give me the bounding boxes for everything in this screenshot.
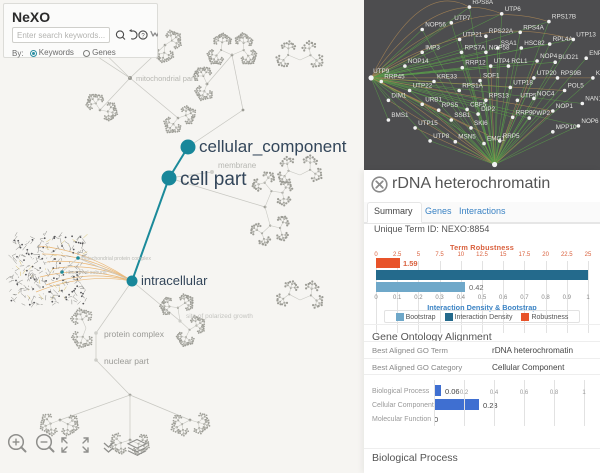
svg-text:NOC4: NOC4 (537, 90, 555, 97)
svg-text:UTP15: UTP15 (418, 120, 438, 127)
svg-text:NOP4: NOP4 (540, 53, 558, 60)
svg-text:NOP56: NOP56 (425, 22, 446, 29)
svg-text:DIP2: DIP2 (481, 106, 495, 113)
svg-text:SOF1: SOF1 (483, 73, 500, 80)
svg-text:RPS8A: RPS8A (472, 0, 493, 6)
svg-text:PWP2: PWP2 (532, 110, 550, 117)
svg-text:URB1: URB1 (425, 96, 442, 103)
svg-text:BUD21: BUD21 (558, 54, 579, 61)
svg-text:UTP6: UTP6 (505, 6, 522, 13)
svg-text:KRE33: KRE33 (437, 74, 457, 81)
svg-text:HSC82: HSC82 (524, 40, 545, 47)
svg-text:NAN1: NAN1 (585, 96, 600, 103)
svg-text:IMP3: IMP3 (425, 44, 440, 51)
svg-text:NOP1: NOP1 (556, 103, 574, 110)
svg-text:RPL4A: RPL4A (553, 36, 574, 43)
svg-text:RPS13: RPS13 (489, 92, 509, 99)
svg-text:RPS9B: RPS9B (561, 70, 582, 77)
svg-text:RRP5: RRP5 (503, 133, 520, 140)
svg-text:NOP14: NOP14 (408, 58, 429, 65)
svg-text:KRI1: KRI1 (596, 70, 600, 77)
svg-text:SSA1: SSA1 (501, 40, 518, 47)
svg-text:RRP12: RRP12 (465, 60, 486, 67)
svg-text:protein complex: protein complex (104, 329, 165, 339)
svg-text:BMS1: BMS1 (391, 112, 409, 119)
svg-text:membrane: membrane (218, 161, 257, 170)
svg-text:UTP8: UTP8 (433, 133, 450, 140)
svg-text:UTP21: UTP21 (463, 31, 483, 38)
svg-text:UTP4: UTP4 (494, 58, 511, 65)
svg-text:UTP7: UTP7 (454, 15, 471, 22)
svg-text:UTP13: UTP13 (576, 31, 596, 38)
svg-text:mitochondrial protein complex: mitochondrial protein complex (82, 256, 151, 262)
svg-text:site of polarized growth: site of polarized growth (186, 313, 253, 320)
svg-text:cellular_component: cellular_component (199, 137, 347, 156)
svg-text:RPS22A: RPS22A (489, 28, 514, 35)
svg-text:RCL1: RCL1 (511, 58, 528, 65)
svg-text:RPS1A: RPS1A (462, 83, 483, 90)
svg-text:RRP45: RRP45 (384, 74, 405, 81)
svg-text:MPP10: MPP10 (556, 124, 577, 131)
svg-text:RRP9: RRP9 (516, 109, 533, 116)
svg-text:UTP18: UTP18 (513, 79, 533, 86)
svg-text:ribosomal subunit: ribosomal subunit (66, 270, 107, 276)
svg-text:NOP6: NOP6 (581, 118, 599, 125)
svg-text:nuclear part: nuclear part (104, 356, 150, 366)
svg-text:RPS7A: RPS7A (465, 44, 486, 51)
svg-text:RPS5: RPS5 (442, 102, 459, 109)
svg-text:cell part: cell part (180, 169, 247, 190)
svg-text:UTP20: UTP20 (537, 70, 557, 77)
svg-text:UTP22: UTP22 (413, 83, 433, 90)
svg-text:DIM1: DIM1 (391, 92, 407, 99)
svg-text:SKI6: SKI6 (474, 120, 488, 127)
svg-text:POL5: POL5 (568, 83, 585, 90)
svg-text:SSB1: SSB1 (454, 112, 471, 119)
svg-text:ENP1: ENP1 (589, 50, 600, 57)
svg-text:mitochondrial part: mitochondrial part (136, 74, 197, 83)
svg-text:intracellular: intracellular (141, 273, 208, 288)
svg-text:RPS17B: RPS17B (552, 14, 576, 21)
svg-text:RPS4A: RPS4A (523, 24, 544, 31)
svg-text:MSN5: MSN5 (458, 134, 476, 141)
